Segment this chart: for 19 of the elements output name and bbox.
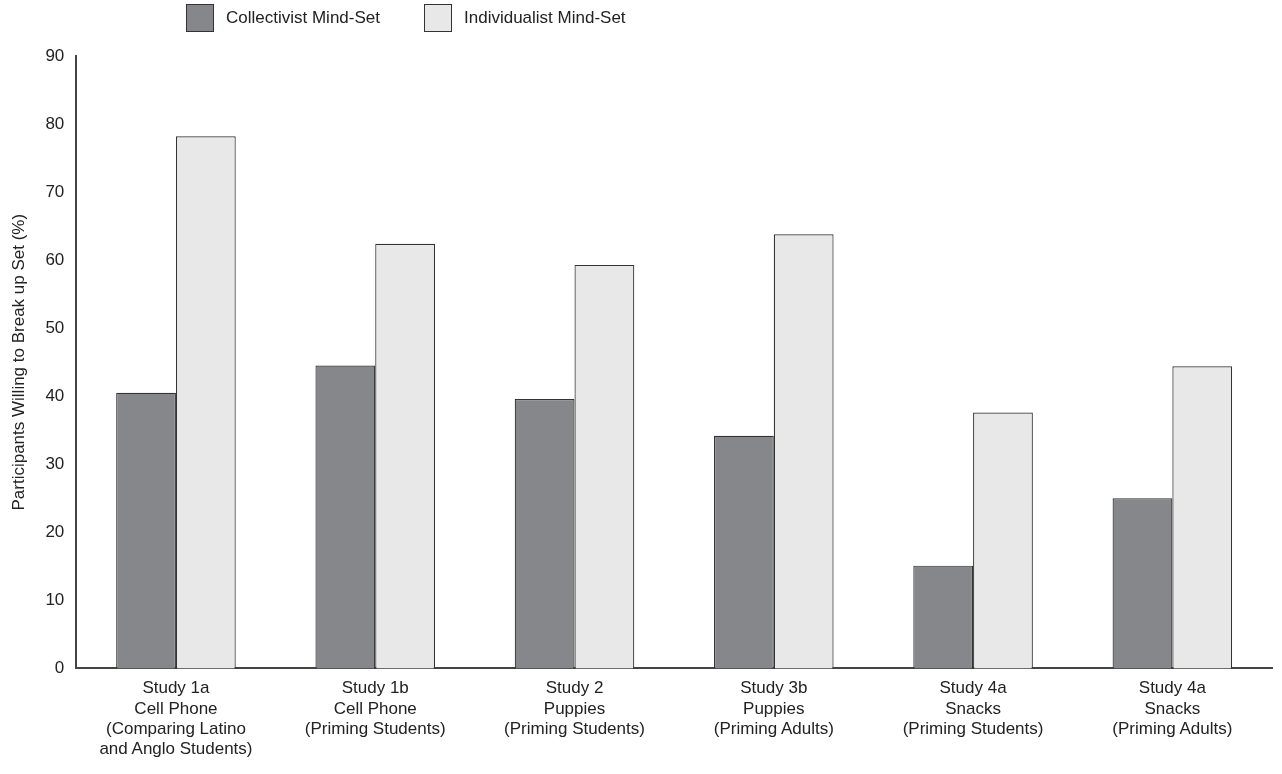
legend-label: Collectivist Mind-Set [226, 8, 380, 28]
y-tick-label: 70 [45, 181, 65, 201]
y-tick-label: 60 [45, 249, 65, 269]
x-tick-label: Study 1b Cell Phone (Priming Students) [304, 678, 446, 739]
legend-label: Individualist Mind-Set [464, 8, 626, 28]
x-tick-label: Study 4a Snacks (Priming Students) [902, 678, 1044, 739]
y-tick-label: 10 [45, 590, 65, 610]
y-tick-label: 30 [45, 453, 65, 473]
y-tick-label: 80 [45, 113, 65, 133]
y-tick-label: 40 [45, 385, 65, 405]
y-tick-label: 90 [45, 45, 65, 65]
x-tick-label: Study 2 Puppies (Priming Students) [504, 678, 645, 739]
y-tick-label: 0 [54, 658, 65, 678]
x-tick-label: Study 4a Snacks (Priming Adults) [1112, 678, 1233, 739]
y-axis-title: Participants Willing to Break up Set (%) [8, 213, 28, 511]
x-tick-label: Study 3b Puppies (Priming Adults) [713, 678, 834, 739]
y-tick-label: 20 [45, 522, 65, 541]
y-tick-label: 50 [45, 317, 65, 337]
x-tick-label: Study 1a Cell Phone (Comparing Latino and Anglo Students) [99, 678, 253, 759]
